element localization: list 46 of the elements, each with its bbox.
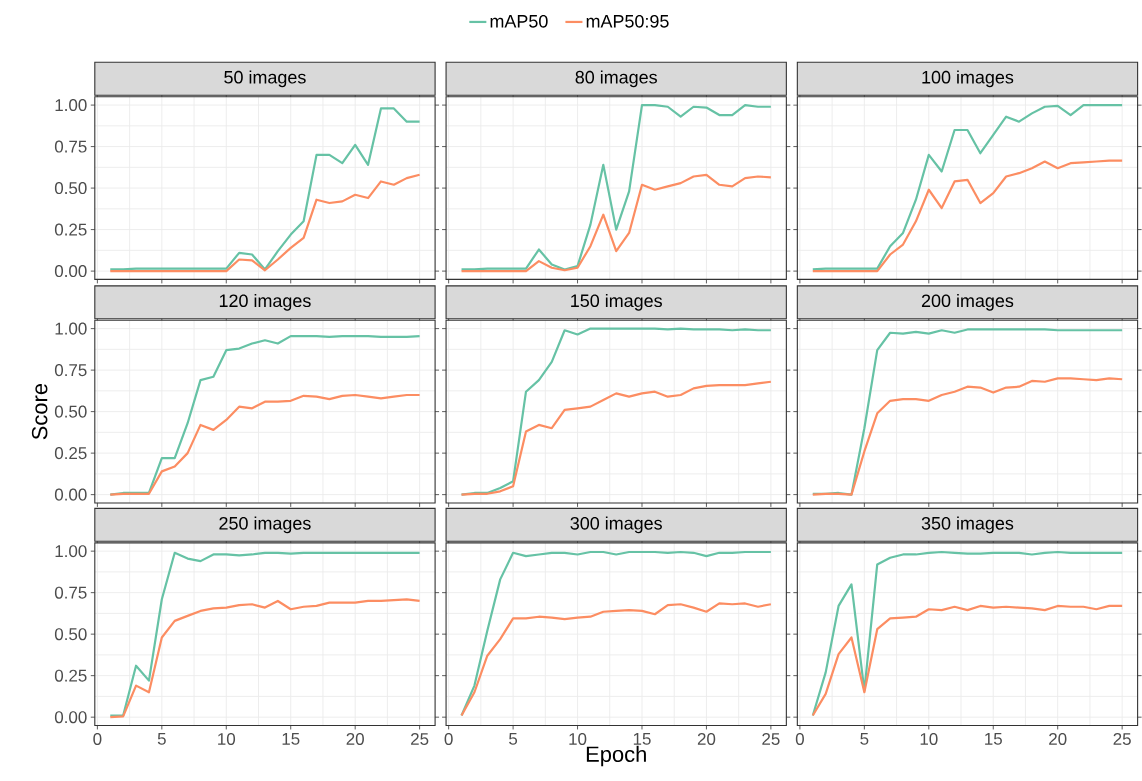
x-tick-label: 20 [697, 732, 716, 745]
legend-label: mAP50:95 [586, 14, 669, 28]
y-tick-label: 1.00 [55, 98, 87, 111]
y-tick-label: 0.50 [54, 405, 87, 418]
chart-title: 200 images [921, 293, 1014, 311]
y-tick-label: 0.00 [54, 488, 87, 501]
x-tick-label: 15 [985, 732, 1002, 745]
x-tick-label: 10 [218, 732, 236, 745]
x-tick-label: 5 [157, 732, 166, 745]
chart-title: 150 images [571, 293, 662, 311]
chart-title: 250 images [219, 516, 311, 534]
x-tick-label: 20 [1049, 732, 1067, 745]
chart-title: 80 images [575, 70, 657, 87]
y-tick-label: 0.75 [54, 586, 87, 599]
y-tick-label: 0.75 [54, 363, 87, 376]
x-tick-label: 15 [282, 732, 300, 745]
chart-title: 100 images [922, 70, 1014, 87]
x-axis-title: Epoch [586, 745, 646, 767]
x-tick-label: 15 [633, 732, 651, 745]
chart-title: 50 images [224, 70, 306, 87]
chart-title: 300 images [570, 516, 662, 534]
y-tick-label: 1.00 [55, 322, 87, 335]
x-tick-label: 0 [93, 732, 102, 745]
y-tick-label: 0.25 [54, 223, 87, 236]
x-tick-label: 20 [346, 732, 364, 745]
y-tick-label: 0.50 [54, 181, 87, 194]
chart-title: 350 images [921, 516, 1014, 534]
x-tick-label: 0 [795, 732, 804, 745]
x-tick-label: 5 [509, 732, 518, 745]
x-tick-label: 5 [860, 732, 869, 745]
y-tick-label: 0.25 [54, 669, 87, 682]
x-tick-label: 25 [411, 732, 429, 745]
legend-label: mAP50 [490, 14, 548, 28]
chart-title: 120 images [219, 293, 311, 311]
x-tick-label: 10 [920, 732, 938, 745]
y-tick-label: 0.75 [54, 140, 87, 153]
x-tick-label: 10 [569, 732, 587, 745]
y-tick-label: 0.00 [54, 264, 87, 277]
x-tick-label: 25 [762, 732, 780, 745]
x-tick-label: 25 [1113, 732, 1131, 745]
x-tick-label: 0 [444, 732, 453, 745]
y-tick-label: 0.50 [54, 627, 87, 640]
y-tick-label: 0.25 [54, 446, 87, 459]
y-tick-label: 0.00 [54, 710, 87, 723]
y-tick-label: 1.00 [55, 544, 87, 557]
y-axis-title: Score [31, 383, 48, 440]
